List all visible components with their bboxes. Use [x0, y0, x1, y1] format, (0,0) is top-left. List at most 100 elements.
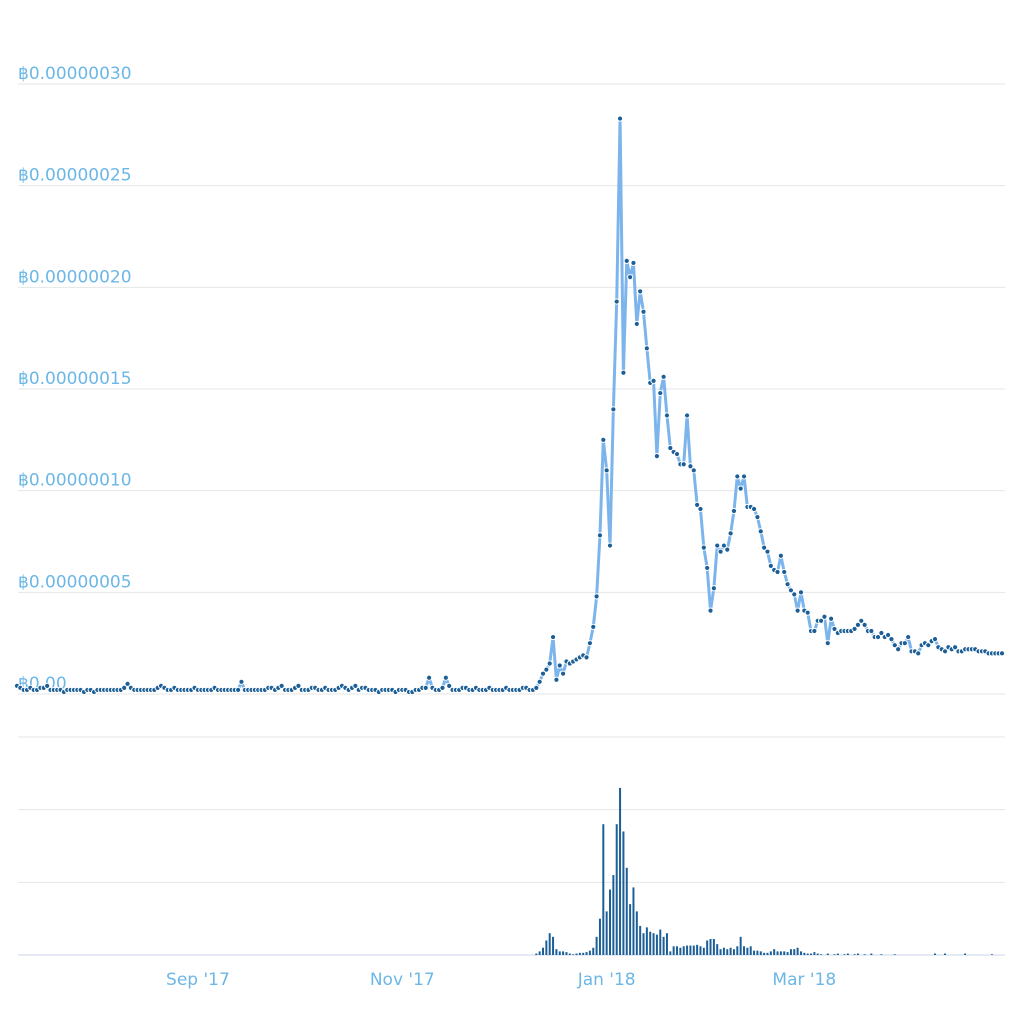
price-point: [640, 308, 647, 315]
price-point: [730, 507, 738, 515]
price-point: [811, 627, 818, 635]
price-point: [238, 678, 245, 685]
price-point: [627, 274, 634, 281]
price-point: [630, 259, 637, 267]
price-line: [16, 117, 1002, 694]
volume-bar: [746, 947, 749, 955]
price-point: [724, 546, 731, 553]
price-point: [560, 670, 567, 677]
y-tick-label: ฿0.00000010: [18, 471, 132, 491]
volume-bar: [719, 949, 722, 955]
volume-bar: [679, 947, 682, 955]
volume-bar: [565, 952, 568, 955]
volume-bar: [766, 952, 769, 955]
volume-bar: [689, 945, 692, 955]
volume-bar: [783, 951, 786, 955]
volume-bar: [880, 954, 883, 955]
price-point: [777, 552, 784, 559]
volume-bar: [595, 936, 598, 955]
price-point: [235, 686, 242, 694]
volume-bar: [816, 953, 819, 955]
volume-bar: [592, 947, 595, 955]
price-point: [663, 412, 671, 419]
price-point: [583, 654, 590, 661]
volume-bar: [716, 944, 719, 955]
volume-bar: [605, 911, 608, 955]
price-point: [680, 461, 687, 468]
volume-bar: [676, 946, 679, 955]
volume-bar: [696, 944, 699, 955]
price-point: [657, 389, 664, 397]
volume-bar: [538, 951, 541, 955]
volume-bar: [810, 953, 813, 955]
price-point: [687, 463, 694, 470]
price-point: [754, 514, 761, 521]
volume-bar: [776, 951, 779, 955]
price-point: [817, 617, 825, 624]
volume-bar: [662, 936, 665, 955]
volume-bar: [699, 946, 702, 955]
volume-bar: [545, 940, 548, 955]
volume-bar: [773, 949, 776, 955]
price-point: [278, 682, 285, 689]
price-point: [734, 473, 741, 480]
volume-bar: [686, 945, 689, 955]
y-tick-label: ฿0.00000030: [18, 64, 132, 84]
volume-bar: [572, 954, 575, 955]
price-point: [704, 564, 711, 572]
price-point: [720, 542, 728, 549]
price-point: [623, 257, 630, 264]
price-point: [905, 633, 912, 641]
price-point: [606, 542, 614, 549]
volume-bar: [964, 953, 967, 955]
price-point: [667, 444, 674, 452]
volume-bar: [836, 953, 839, 955]
x-tick-label: Jan '18: [577, 970, 636, 990]
volume-bar: [558, 951, 561, 955]
volume-bar: [709, 939, 712, 955]
price-point: [737, 485, 744, 492]
volume-bar: [612, 875, 615, 955]
price-point: [549, 633, 557, 641]
volume-bar: [739, 936, 742, 955]
price-point: [764, 548, 771, 555]
price-point: [767, 562, 774, 570]
volume-bar: [642, 933, 645, 955]
volume-bar: [799, 951, 802, 955]
x-tick-label: Nov '17: [370, 970, 435, 990]
price-point: [694, 501, 701, 508]
price-point: [740, 473, 748, 480]
price-point: [121, 684, 128, 692]
volume-bar: [542, 947, 545, 955]
volume-bar: [585, 952, 588, 955]
volume-bar: [588, 950, 591, 955]
volume-bar: [803, 952, 806, 955]
price-point: [546, 660, 553, 667]
volume-bar: [582, 952, 585, 955]
price-point: [660, 373, 667, 380]
volume-bar: [548, 933, 551, 955]
price-point: [878, 629, 885, 637]
price-point: [998, 650, 1006, 657]
volume-bar: [568, 953, 571, 955]
price-point: [610, 406, 617, 413]
price-point: [925, 642, 932, 649]
price-point: [590, 623, 597, 631]
price-point: [831, 625, 838, 633]
volume-bar: [645, 927, 648, 955]
volume-bar: [853, 954, 856, 955]
price-point: [757, 528, 764, 535]
price-point: [791, 591, 798, 598]
volume-bar: [682, 946, 685, 955]
volume-bar: [726, 949, 729, 955]
price-point: [895, 646, 902, 653]
price-point: [774, 568, 781, 576]
price-point: [891, 642, 898, 649]
price-point: [727, 530, 734, 537]
volume-bar: [753, 950, 756, 955]
volume-bar: [578, 952, 581, 955]
volume-bar: [833, 954, 836, 955]
volume-bar: [609, 889, 612, 955]
price-point: [710, 585, 717, 592]
volume-bar: [562, 951, 565, 955]
